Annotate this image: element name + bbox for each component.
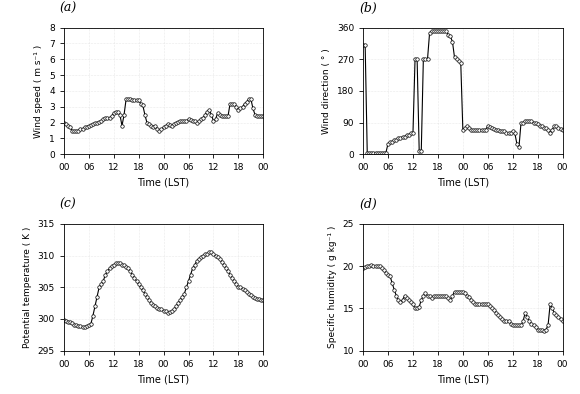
X-axis label: Time (LST): Time (LST) [437, 178, 489, 188]
Text: (d): (d) [359, 198, 377, 211]
X-axis label: Time (LST): Time (LST) [137, 374, 190, 384]
Y-axis label: Specific humidity ( g kg⁻¹ ): Specific humidity ( g kg⁻¹ ) [328, 226, 337, 349]
Text: (c): (c) [60, 198, 77, 211]
Y-axis label: Wind speed ( m s⁻¹ ): Wind speed ( m s⁻¹ ) [34, 44, 44, 138]
Text: (a): (a) [60, 2, 77, 15]
Text: (b): (b) [359, 2, 377, 15]
Y-axis label: Potential temperature ( K ): Potential temperature ( K ) [23, 227, 32, 348]
X-axis label: Time (LST): Time (LST) [437, 374, 489, 384]
Y-axis label: Wind direction ( ° ): Wind direction ( ° ) [322, 48, 331, 134]
X-axis label: Time (LST): Time (LST) [137, 178, 190, 188]
